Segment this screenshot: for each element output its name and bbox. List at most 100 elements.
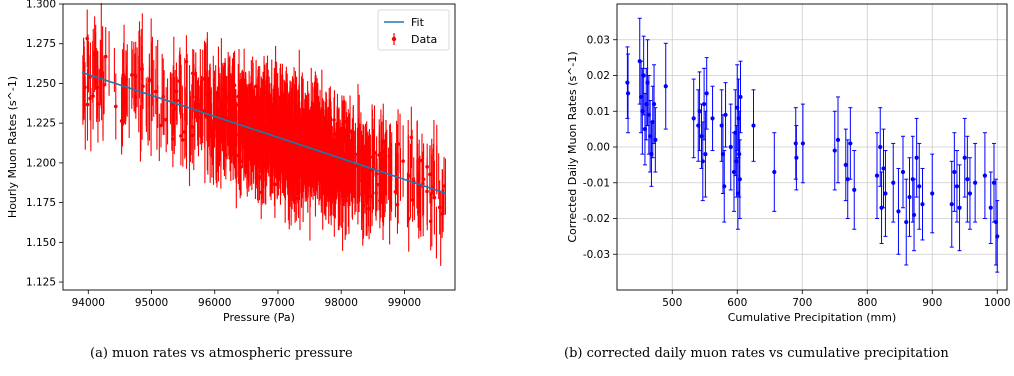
data-point	[625, 91, 631, 96]
y-tick-label: -0.03	[583, 249, 610, 261]
data-point	[182, 130, 187, 134]
data-point	[954, 184, 960, 189]
data-point	[181, 138, 185, 142]
x-tick-label: 700	[792, 297, 812, 309]
data-point	[85, 102, 90, 107]
data-point	[852, 187, 857, 192]
data-point	[703, 152, 708, 157]
data-point	[285, 112, 289, 117]
data-point	[794, 155, 799, 160]
data-point	[130, 73, 134, 77]
data-point	[321, 159, 326, 163]
data-point	[409, 135, 414, 140]
y-tick-label: 1.300	[26, 0, 56, 11]
y-axis-label: Hourly Muon Rates (s^-1)	[6, 76, 19, 218]
x-tick-label: 600	[727, 297, 747, 309]
data-point	[904, 219, 909, 225]
data-point	[271, 128, 276, 133]
data-point	[900, 169, 906, 175]
data-series-b	[625, 17, 1000, 273]
data-point	[239, 165, 243, 169]
data-point	[881, 166, 886, 171]
x-tick-label: 98000	[324, 297, 357, 309]
data-point	[874, 173, 880, 178]
data-point	[920, 202, 925, 207]
legend: Fit Data	[377, 9, 450, 51]
data-point	[285, 166, 290, 171]
data-point	[691, 116, 696, 121]
data-point	[957, 205, 962, 210]
data-point	[360, 191, 364, 196]
chart-b-svg: 500 600 700 800 900 1000 -0.03 -0.02 -0.01 0.00 0.…	[566, 3, 1011, 324]
data-point	[221, 87, 226, 92]
x-axis-label: Cumulative Precipitation (mm)	[728, 311, 897, 324]
data-point	[641, 73, 646, 78]
data-point	[751, 123, 756, 128]
data-point	[280, 147, 285, 152]
data-point	[292, 146, 296, 151]
y-tick-label: 0.00	[587, 142, 610, 154]
data-point	[147, 78, 152, 82]
data-point	[442, 184, 446, 188]
data-point	[891, 180, 896, 185]
y-tick-label: 1.250	[26, 78, 56, 90]
data-point	[952, 169, 957, 175]
data-point	[255, 161, 260, 166]
data-point	[113, 104, 118, 109]
data-point	[917, 184, 922, 189]
data-point	[832, 148, 837, 153]
data-point	[245, 164, 249, 169]
data-point	[317, 159, 321, 163]
data-point	[194, 95, 199, 99]
data-point	[835, 137, 841, 142]
plot-frame	[62, 3, 456, 291]
data-point	[967, 191, 973, 196]
y-tick-label: 0.01	[587, 106, 610, 118]
y-tick-label: -0.02	[583, 213, 610, 225]
legend-data-label: Data	[411, 33, 437, 46]
x-tick-label: 900	[922, 297, 942, 309]
data-point	[401, 159, 405, 163]
data-point	[653, 137, 658, 142]
data-point	[277, 143, 282, 147]
grid-lines	[617, 4, 1007, 290]
data-point	[896, 209, 901, 214]
data-point	[663, 84, 668, 89]
data-point	[911, 212, 917, 218]
data-point	[338, 188, 342, 192]
data-point	[737, 177, 742, 182]
data-point	[930, 191, 935, 196]
caption-a: (a) muon rates vs atmospheric pressure	[90, 346, 353, 361]
data-point	[238, 109, 242, 114]
y-axis-label: Corrected Daily Muon Rates (s^-1)	[566, 51, 579, 242]
x-tick-label: 1000	[984, 297, 1011, 309]
caption-b: (b) corrected daily muon rates vs cumula…	[564, 346, 949, 361]
plot-frame	[616, 3, 1008, 291]
legend-fit-label: Fit	[411, 16, 425, 29]
data-point	[306, 135, 310, 140]
data-point	[205, 115, 209, 119]
data-point	[425, 189, 429, 194]
data-point	[428, 219, 433, 224]
data-point	[991, 180, 997, 185]
data-point	[793, 141, 798, 146]
data-point	[159, 123, 163, 128]
x-tick-label: 99000	[388, 297, 421, 309]
y-tick-label: -0.01	[583, 177, 610, 189]
data-point	[313, 176, 318, 181]
data-point	[190, 133, 195, 138]
data-point	[254, 84, 258, 89]
data-point	[420, 158, 424, 163]
data-point	[722, 184, 727, 189]
data-point	[949, 202, 954, 207]
y-tick-label: 0.03	[587, 34, 610, 46]
data-point	[88, 96, 92, 101]
data-point	[217, 127, 222, 131]
data-point	[995, 234, 1000, 239]
data-point	[965, 177, 970, 182]
fit-line	[81, 71, 446, 194]
x-tick-label: 95000	[135, 297, 168, 309]
data-point	[988, 205, 993, 210]
x-tick-label: 500	[662, 297, 682, 309]
data-point	[124, 77, 128, 82]
